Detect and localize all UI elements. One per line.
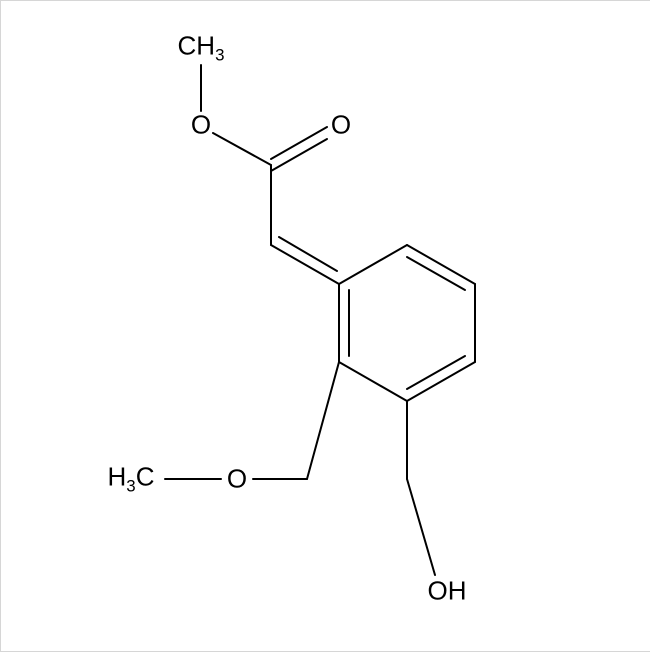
atom-h3c-ome-text: H3C — [108, 461, 155, 491]
atom-o-ome-text: O — [227, 464, 247, 494]
atom-h3c-ome: H3C — [108, 461, 155, 496]
atom-ch3-top: CH3 — [178, 30, 225, 65]
molecule-canvas: CH3 O O H3C O OH — [0, 0, 650, 652]
atom-o-ome: O — [227, 464, 247, 495]
bond-c3-r5 — [339, 245, 407, 284]
bond-oester-c1 — [213, 133, 271, 165]
atom-ch3-top-text: CH3 — [178, 30, 225, 60]
bond-c2-c3-a — [271, 245, 339, 284]
bond-r2-r1 — [339, 362, 407, 401]
atom-oh-text: OH — [428, 576, 467, 606]
atom-o-ester-text: O — [191, 110, 211, 140]
bond-r3-r2-a — [407, 362, 475, 401]
atom-oh: OH — [428, 576, 467, 607]
atom-o-carbonyl-text: O — [331, 110, 351, 140]
bond-r1-branch — [307, 362, 339, 479]
atom-o-ester: O — [191, 110, 211, 141]
bond-r5-r4-a — [407, 245, 475, 284]
bond-layer — [1, 1, 650, 651]
atom-o-carbonyl: O — [331, 110, 351, 141]
bond-r6-oh — [407, 479, 435, 575]
